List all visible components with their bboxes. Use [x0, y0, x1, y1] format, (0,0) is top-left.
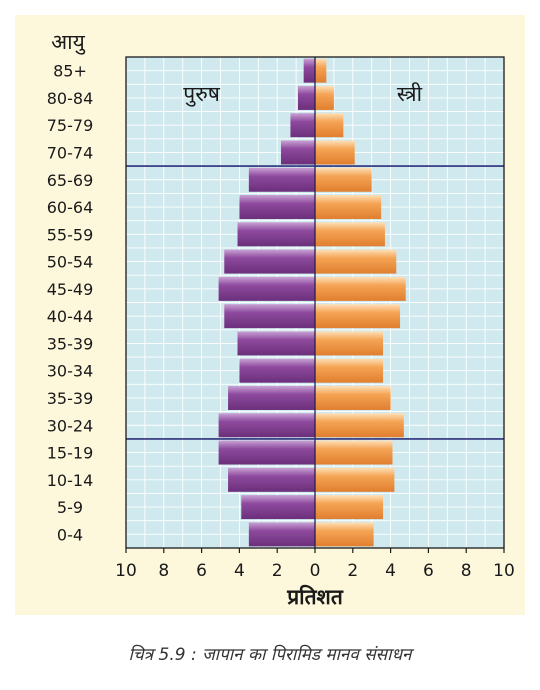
male-bar	[224, 249, 315, 274]
age-tick-label: 60-64	[47, 198, 94, 217]
x-tick-label: 10	[493, 561, 515, 581]
age-tick-label: 85+	[53, 62, 87, 81]
x-tick-label: 6	[196, 561, 207, 581]
male-bar	[303, 58, 315, 83]
series-label-female: स्त्री	[397, 82, 423, 106]
female-bar	[315, 276, 406, 301]
female-bar	[315, 358, 384, 383]
age-tick-label: 35-39	[47, 334, 94, 353]
male-bar	[297, 85, 315, 110]
x-tick-label: 2	[347, 561, 358, 581]
female-bar	[315, 495, 384, 520]
age-tick-label: 80-84	[47, 89, 94, 108]
female-bar	[315, 440, 393, 465]
age-tick-label: 10-14	[47, 471, 94, 490]
x-tick-label: 8	[461, 561, 472, 581]
male-bar	[239, 195, 315, 220]
male-bar	[241, 495, 315, 520]
age-tick-label: 70-74	[47, 143, 94, 162]
age-tick-label: 5-9	[57, 498, 83, 517]
age-tick-label: 40-44	[47, 307, 94, 326]
x-axis-title: प्रतिशत	[286, 584, 344, 609]
male-bar	[218, 440, 315, 465]
age-tick-label: 30-34	[47, 362, 94, 381]
female-bar	[315, 85, 334, 110]
female-bar	[315, 167, 372, 192]
male-bar	[228, 467, 315, 492]
age-tick-label: 15-19	[47, 444, 94, 463]
male-bar	[248, 167, 315, 192]
female-bar	[315, 195, 382, 220]
female-bar	[315, 413, 404, 438]
male-bar	[280, 140, 315, 165]
male-bar	[228, 385, 315, 410]
x-tick-label: 4	[234, 561, 245, 581]
x-tick-label: 6	[423, 561, 434, 581]
female-bar	[315, 522, 374, 547]
x-tick-label: 10	[115, 561, 137, 581]
x-tick-label: 2	[272, 561, 283, 581]
age-tick-label: 30-24	[47, 416, 94, 435]
male-bar	[237, 331, 315, 356]
x-tick-label: 8	[158, 561, 169, 581]
x-tick-label: 4	[385, 561, 396, 581]
series-label-male: पुरुष	[183, 82, 220, 107]
male-bar	[218, 276, 315, 301]
male-bar	[290, 113, 315, 138]
age-tick-label: 75-79	[47, 116, 94, 135]
age-tick-label: 35-39	[47, 389, 94, 408]
female-bar	[315, 140, 355, 165]
female-bar	[315, 249, 397, 274]
male-bar	[239, 358, 315, 383]
male-bar	[248, 522, 315, 547]
age-tick-label: 65-69	[47, 171, 94, 190]
population-pyramid-chart: पुरुष स्त्री 0-4 5-9 10-14 15-19 30-24 35-39 30-…	[47, 30, 515, 609]
age-tick-label: 45-49	[47, 280, 94, 299]
female-bar	[315, 331, 384, 356]
age-tick-label: 55-59	[47, 225, 94, 244]
female-bar	[315, 58, 327, 83]
female-bar	[315, 467, 395, 492]
female-bar	[315, 113, 344, 138]
age-tick-label: 50-54	[47, 253, 94, 272]
male-bar	[218, 413, 315, 438]
age-axis-title: आयु	[51, 30, 86, 55]
female-bar	[315, 385, 391, 410]
male-bar	[237, 222, 315, 247]
female-bar	[315, 304, 401, 329]
figure-plate: पुरुष स्त्री 0-4 5-9 10-14 15-19 30-24 35-39 30-…	[15, 15, 525, 615]
x-tick-label: 0	[310, 561, 321, 581]
male-bar	[224, 304, 315, 329]
figure-caption: चित्र 5.9 : जापान का पिरामिड मानव संसाधन	[128, 645, 412, 665]
female-bar	[315, 222, 385, 247]
age-tick-label: 0-4	[57, 525, 83, 544]
